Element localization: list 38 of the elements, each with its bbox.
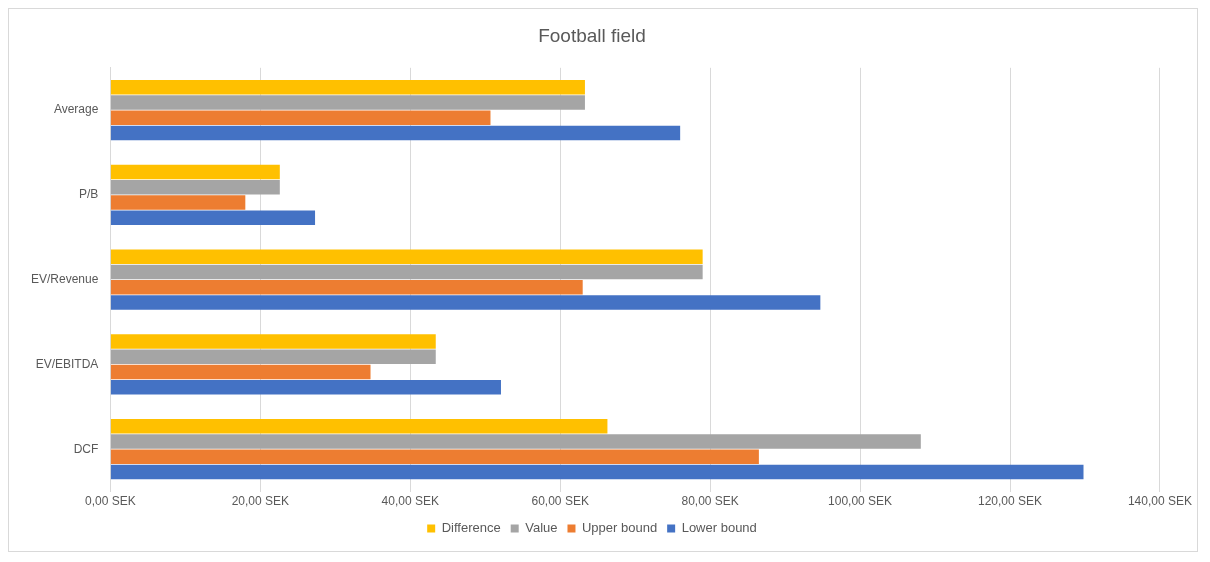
x-tick-label: 40,00 SEK bbox=[381, 494, 439, 509]
legend-label: Lower bound bbox=[681, 520, 757, 536]
y-tick-label: EV/EBITDA bbox=[35, 356, 99, 371]
y-tick-label: P/B bbox=[79, 187, 99, 202]
bar bbox=[110, 364, 371, 380]
bar bbox=[110, 464, 1084, 480]
legend-label: Value bbox=[525, 520, 558, 536]
bar bbox=[110, 349, 436, 365]
bar bbox=[110, 334, 436, 349]
x-tick-label: 60,00 SEK bbox=[531, 494, 589, 509]
bar bbox=[110, 110, 491, 126]
x-tick-label: 120,00 SEK bbox=[978, 494, 1043, 509]
legend-label: Upper bound bbox=[581, 520, 658, 536]
bar bbox=[110, 264, 703, 280]
bar bbox=[110, 80, 585, 95]
bar bbox=[110, 295, 821, 310]
bar bbox=[110, 195, 246, 210]
bar bbox=[110, 380, 501, 395]
y-tick-label: DCF bbox=[73, 441, 99, 456]
bar bbox=[110, 95, 585, 110]
bar bbox=[110, 280, 583, 295]
y-tick-label: EV/Revenue bbox=[30, 272, 99, 287]
x-tick-label: 140,00 SEK bbox=[1127, 494, 1193, 509]
x-tick-label: 0,00 SEK bbox=[85, 494, 136, 509]
x-tick-label: 80,00 SEK bbox=[681, 494, 739, 509]
x-tick-label: 20,00 SEK bbox=[231, 494, 290, 509]
bar bbox=[110, 249, 703, 265]
bar bbox=[110, 434, 921, 449]
bar bbox=[110, 449, 759, 465]
bar bbox=[110, 419, 608, 434]
chart-title: Football field bbox=[538, 24, 646, 46]
bar bbox=[110, 210, 316, 226]
x-tick-label: 100,00 SEK bbox=[828, 494, 893, 509]
bar bbox=[110, 164, 280, 180]
y-tick-label: Average bbox=[53, 102, 99, 117]
bar bbox=[110, 125, 681, 141]
bar bbox=[110, 180, 280, 195]
legend-label: Difference bbox=[441, 520, 501, 536]
